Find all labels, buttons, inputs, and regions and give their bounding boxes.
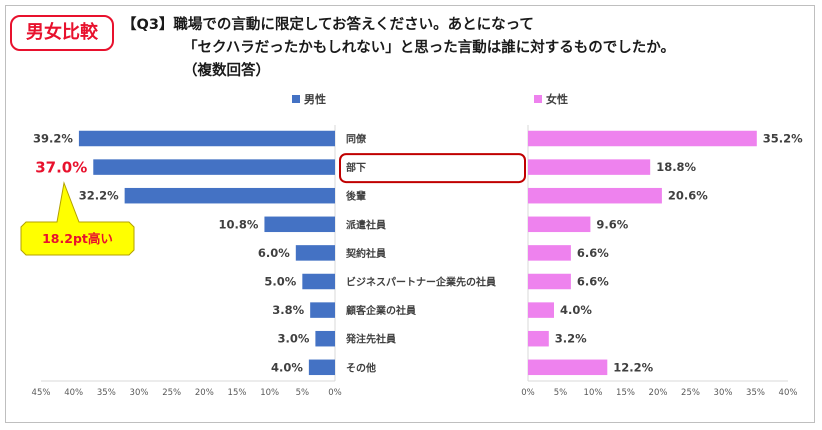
male-bar — [310, 302, 335, 318]
female-x-tick-label: 5% — [554, 388, 568, 398]
legend-female-swatch — [534, 95, 542, 103]
female-x-tick-label: 10% — [584, 388, 603, 398]
category-label: 部下 — [346, 161, 366, 174]
legend-male-label: 男性 — [304, 93, 326, 106]
question-line-1: 【Q3】職場での言動に限定してお答えください。あとになって — [122, 17, 534, 33]
female-bar — [528, 273, 571, 290]
male-data-label: 4.0% — [271, 360, 303, 374]
female-data-label: 9.6% — [596, 217, 628, 231]
category-label: 顧客企業の社員 — [346, 304, 416, 317]
female-bar — [528, 130, 757, 147]
male-data-label: 3.0% — [277, 332, 309, 346]
male-x-tick-label: 40% — [64, 388, 83, 398]
male-x-tick-label: 20% — [195, 388, 214, 398]
female-data-label: 18.8% — [656, 160, 696, 174]
male-x-tick-label: 30% — [130, 388, 149, 398]
male-x-tick-label: 10% — [260, 388, 279, 398]
category-label: 同僚 — [346, 133, 367, 146]
legend-male: 男性 — [292, 93, 326, 107]
female-bar — [528, 330, 549, 347]
female-data-label: 12.2% — [613, 360, 653, 374]
female-x-tick-label: 25% — [681, 388, 700, 398]
male-bar — [264, 216, 335, 233]
male-bar — [78, 130, 335, 147]
female-x-tick-label: 15% — [616, 388, 635, 398]
female-data-label: 4.0% — [560, 303, 592, 317]
male-data-label: 3.8% — [272, 303, 304, 317]
male-x-tick-label: 25% — [162, 388, 181, 398]
category-label: 派遣社員 — [346, 218, 386, 231]
male-x-tick-label: 45% — [32, 388, 51, 398]
male-bar — [302, 273, 335, 290]
callout-text: 18.2pt高い — [42, 231, 113, 246]
legend-female: 女性 — [534, 93, 568, 107]
female-x-tick-label: 35% — [746, 388, 765, 398]
category-label: ビジネスパートナー企業先の社員 — [346, 276, 496, 289]
male-x-tick-label: 0% — [328, 388, 342, 398]
male-data-label: 10.8% — [219, 217, 259, 231]
legend-female-label: 女性 — [546, 93, 568, 106]
female-bar — [528, 359, 608, 376]
male-data-label: 32.2% — [79, 189, 119, 203]
male-bar — [315, 330, 335, 347]
female-x-tick-label: 40% — [779, 388, 798, 398]
male-x-tick-label: 5% — [296, 388, 310, 398]
male-bar — [93, 159, 336, 175]
female-data-label: 35.2% — [763, 132, 803, 146]
male-bar — [308, 359, 335, 376]
female-bar — [528, 302, 554, 318]
legend-male-swatch — [292, 95, 300, 103]
highlight-category-box — [339, 153, 526, 184]
male-bar — [295, 245, 335, 261]
male-data-label: 6.0% — [258, 246, 290, 260]
female-data-label: 6.6% — [577, 246, 609, 260]
female-bar — [528, 187, 662, 204]
female-x-tick-label: 30% — [714, 388, 733, 398]
male-data-label-highlight: 37.0% — [35, 159, 87, 177]
female-x-tick-label: 20% — [649, 388, 668, 398]
category-label: 後輩 — [346, 190, 366, 203]
male-bar — [124, 187, 336, 204]
male-data-label: 39.2% — [33, 132, 73, 146]
female-bar — [528, 159, 651, 175]
female-data-label: 3.2% — [555, 332, 587, 346]
question-line-3: （複数回答） — [183, 63, 270, 79]
male-data-label: 5.0% — [264, 275, 296, 289]
female-x-tick-label: 0% — [521, 388, 535, 398]
male-x-tick-label: 35% — [97, 388, 116, 398]
comparison-badge: 男女比較 — [10, 15, 114, 51]
male-x-tick-label: 15% — [228, 388, 247, 398]
category-label: 契約社員 — [346, 247, 386, 260]
female-data-label: 20.6% — [668, 189, 708, 203]
female-bar — [528, 216, 591, 233]
female-data-label: 6.6% — [577, 275, 609, 289]
category-label: 発注先社員 — [345, 333, 396, 346]
question-line-2: 「セクハラだったかもしれない」と思った言動は誰に対するものでしたか。 — [183, 40, 675, 56]
chart-frame — [5, 5, 815, 423]
callout-bubble — [20, 181, 135, 256]
female-bar — [528, 245, 571, 261]
category-label: その他 — [346, 361, 376, 374]
